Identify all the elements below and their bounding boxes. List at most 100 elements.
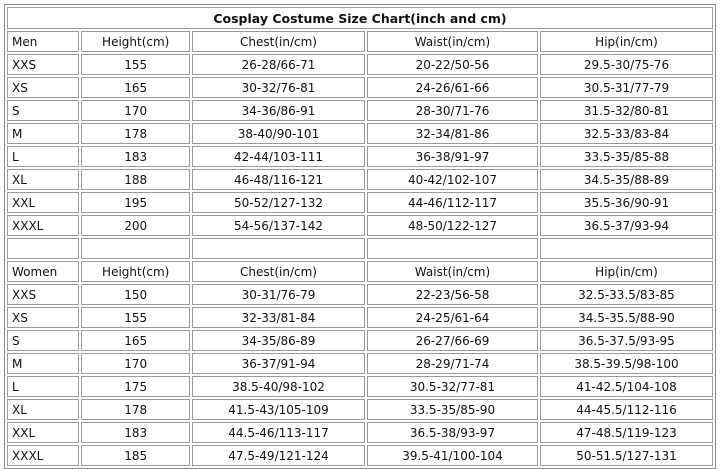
size-cell: 47.5-49/121-124 xyxy=(192,445,365,466)
size-table: Cosplay Costume Size Chart(inch and cm) … xyxy=(5,5,715,468)
size-row: XXL 195 50-52/127-132 44-46/112-117 35.5-36/… xyxy=(7,192,713,213)
size-row: XXS 155 26-28/66-71 20-22/50-56 29.5-30/75-7… xyxy=(7,54,713,75)
size-row: L 183 42-44/103-111 36-38/91-97 33.5-35/85-8… xyxy=(7,146,713,167)
size-row: S 165 34-35/86-89 26-27/66-69 36.5-37.5/93-9… xyxy=(7,330,713,351)
size-cell: 28-30/71-76 xyxy=(366,100,538,121)
size-cell: 32-33/81-84 xyxy=(192,307,365,328)
size-row: XXXL 200 54-56/137-142 48-50/122-127 36.5-37… xyxy=(7,215,713,236)
size-cell: 26-27/66-69 xyxy=(366,330,538,351)
size-cell-label: XS xyxy=(7,307,80,328)
size-cell-label: M xyxy=(7,123,80,144)
size-cell-label: XXS xyxy=(7,54,80,75)
size-cell: 178 xyxy=(81,399,191,420)
size-cell: 46-48/116-121 xyxy=(192,169,365,190)
size-cell: 39.5-41/100-104 xyxy=(366,445,538,466)
header-cell: Waist(in/cm) xyxy=(366,31,538,52)
size-cell: 35.5-36/90-91 xyxy=(539,192,713,213)
header-cell: Hip(in/cm) xyxy=(539,261,713,282)
header-cell: Height(cm) xyxy=(81,261,191,282)
size-cell: 20-22/50-56 xyxy=(366,54,538,75)
header-row: Men Height(cm) Chest(in/cm) Waist(in/cm) Hip… xyxy=(7,31,713,52)
table-title: Cosplay Costume Size Chart(inch and cm) xyxy=(7,7,713,29)
table-body: Cosplay Costume Size Chart(inch and cm) … xyxy=(7,7,713,466)
size-row: L 175 38.5-40/98-102 30.5-32/77-81 41-42.5/1… xyxy=(7,376,713,397)
size-cell: 40-42/102-107 xyxy=(366,169,538,190)
size-cell: 195 xyxy=(81,192,191,213)
spacer-cell xyxy=(192,238,365,259)
size-cell: 30.5-31/77-79 xyxy=(539,77,713,98)
size-cell-label: XS xyxy=(7,77,80,98)
size-cell: 38.5-39.5/98-100 xyxy=(539,353,713,374)
header-cell: Chest(in/cm) xyxy=(192,261,365,282)
size-cell: 150 xyxy=(81,284,191,305)
size-cell: 36.5-37/93-94 xyxy=(539,215,713,236)
size-cell: 41.5-43/105-109 xyxy=(192,399,365,420)
size-cell: 32-34/81-86 xyxy=(366,123,538,144)
size-row: S 170 34-36/86-91 28-30/71-76 31.5-32/80-81 xyxy=(7,100,713,121)
size-cell-label: XXL xyxy=(7,422,80,443)
size-cell: 30-31/76-79 xyxy=(192,284,365,305)
size-cell: 33.5-35/85-88 xyxy=(539,146,713,167)
size-cell: 155 xyxy=(81,54,191,75)
size-cell: 34-36/86-91 xyxy=(192,100,365,121)
size-row: XXL 183 44.5-46/113-117 36.5-38/93-97 47-48.… xyxy=(7,422,713,443)
size-cell: 54-56/137-142 xyxy=(192,215,365,236)
size-row: XXXL 185 47.5-49/121-124 39.5-41/100-104 50-… xyxy=(7,445,713,466)
size-cell: 175 xyxy=(81,376,191,397)
spacer-cell xyxy=(7,238,80,259)
size-cell-label: XL xyxy=(7,169,80,190)
size-cell: 42-44/103-111 xyxy=(192,146,365,167)
title-row: Cosplay Costume Size Chart(inch and cm) xyxy=(7,7,713,29)
size-row: XXS 150 30-31/76-79 22-23/56-58 32.5-33.5/83… xyxy=(7,284,713,305)
spacer-cell xyxy=(81,238,191,259)
size-row: XL 178 41.5-43/105-109 33.5-35/85-90 44-45.5… xyxy=(7,399,713,420)
header-cell-label: Women xyxy=(7,261,80,282)
size-cell: 30.5-32/77-81 xyxy=(366,376,538,397)
size-cell: 50-51.5/127-131 xyxy=(539,445,713,466)
size-cell-label: S xyxy=(7,330,80,351)
size-cell: 50-52/127-132 xyxy=(192,192,365,213)
size-cell: 165 xyxy=(81,330,191,351)
size-row: XL 188 46-48/116-121 40-42/102-107 34.5-35/8… xyxy=(7,169,713,190)
spacer-cell xyxy=(539,238,713,259)
size-cell: 38.5-40/98-102 xyxy=(192,376,365,397)
size-cell: 38-40/90-101 xyxy=(192,123,365,144)
spacer-cell xyxy=(366,238,538,259)
size-cell-label: XXXL xyxy=(7,445,80,466)
header-cell: Waist(in/cm) xyxy=(366,261,538,282)
size-chart: Cosplay Costume Size Chart(inch and cm) … xyxy=(4,4,716,469)
size-cell: 28-29/71-74 xyxy=(366,353,538,374)
size-cell-label: M xyxy=(7,353,80,374)
size-cell: 185 xyxy=(81,445,191,466)
size-cell: 34-35/86-89 xyxy=(192,330,365,351)
size-cell: 22-23/56-58 xyxy=(366,284,538,305)
size-cell: 24-26/61-66 xyxy=(366,77,538,98)
size-cell-label: L xyxy=(7,146,80,167)
size-cell-label: L xyxy=(7,376,80,397)
size-cell: 30-32/76-81 xyxy=(192,77,365,98)
size-cell: 155 xyxy=(81,307,191,328)
size-cell-label: S xyxy=(7,100,80,121)
size-cell: 44-45.5/112-116 xyxy=(539,399,713,420)
size-cell: 41-42.5/104-108 xyxy=(539,376,713,397)
size-cell: 48-50/122-127 xyxy=(366,215,538,236)
size-cell: 170 xyxy=(81,353,191,374)
size-cell: 34.5-35/88-89 xyxy=(539,169,713,190)
size-cell-label: XL xyxy=(7,399,80,420)
size-cell: 34.5-35.5/88-90 xyxy=(539,307,713,328)
size-cell: 32.5-33.5/83-85 xyxy=(539,284,713,305)
size-cell: 33.5-35/85-90 xyxy=(366,399,538,420)
size-cell: 36.5-37.5/93-95 xyxy=(539,330,713,351)
size-cell: 47-48.5/119-123 xyxy=(539,422,713,443)
size-cell: 36-38/91-97 xyxy=(366,146,538,167)
size-cell: 165 xyxy=(81,77,191,98)
size-cell: 36-37/91-94 xyxy=(192,353,365,374)
size-cell: 170 xyxy=(81,100,191,121)
size-row: M 170 36-37/91-94 28-29/71-74 38.5-39.5/98-1… xyxy=(7,353,713,374)
size-row: XS 165 30-32/76-81 24-26/61-66 30.5-31/77-79 xyxy=(7,77,713,98)
spacer-row xyxy=(7,238,713,259)
size-cell: 44-46/112-117 xyxy=(366,192,538,213)
size-cell: 188 xyxy=(81,169,191,190)
size-cell: 31.5-32/80-81 xyxy=(539,100,713,121)
size-cell: 24-25/61-64 xyxy=(366,307,538,328)
